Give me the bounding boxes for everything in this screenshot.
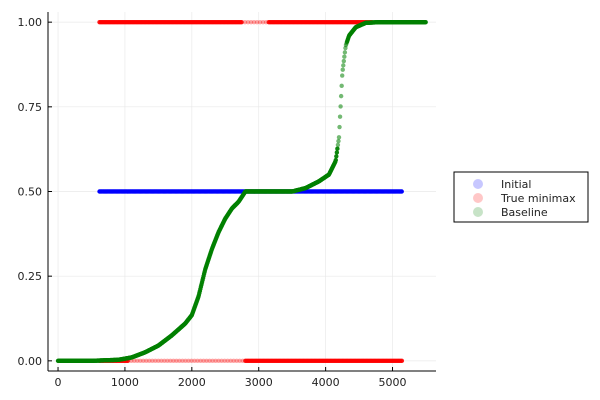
true-minimax-point	[260, 19, 266, 25]
baseline-point	[337, 124, 342, 130]
baseline-point	[340, 73, 345, 78]
true-minimax-point	[192, 358, 197, 364]
baseline-point	[336, 135, 342, 140]
true-minimax-point	[171, 358, 176, 364]
x-tick-label: 4000	[312, 376, 340, 389]
true-minimax-point	[225, 358, 230, 364]
true-minimax-point	[141, 358, 146, 364]
baseline-point	[341, 63, 346, 68]
true-minimax-point	[219, 358, 224, 364]
true-minimax-point	[216, 358, 221, 364]
legend-marker	[473, 179, 483, 189]
true-minimax-point	[180, 358, 185, 364]
true-minimax-point	[147, 358, 152, 364]
true-minimax-point	[159, 358, 164, 364]
true-minimax-point	[135, 358, 140, 364]
true-minimax-point	[156, 358, 161, 364]
true-minimax-point	[222, 358, 227, 364]
baseline-point	[336, 138, 341, 144]
true-minimax-point	[251, 19, 257, 25]
y-tick-label: 0.75	[18, 101, 43, 114]
true-minimax-point	[257, 19, 263, 25]
baseline-point	[335, 142, 341, 148]
true-minimax-point	[165, 358, 170, 364]
true-minimax-point	[162, 358, 167, 364]
true-minimax-point	[186, 358, 191, 364]
true-minimax-point	[177, 358, 182, 364]
true-minimax-point	[204, 358, 209, 364]
true-minimax-point	[150, 358, 155, 364]
series-layer	[55, 19, 428, 364]
true-minimax-point	[207, 358, 212, 364]
true-minimax-point	[228, 358, 233, 364]
true-minimax-point	[248, 19, 254, 25]
axes-layer: 0 1000 2000 3000 4000 5000 0.00 0.25 0.50 0.75 1.0…	[18, 12, 436, 389]
baseline-point	[334, 154, 339, 159]
true-minimax-point	[144, 358, 149, 364]
baseline-point	[334, 150, 340, 155]
true-minimax-point	[213, 358, 218, 364]
true-minimax-point	[237, 358, 242, 364]
y-tick-label: 0.25	[18, 270, 43, 283]
x-tick-label: 2000	[178, 376, 206, 389]
true-minimax-point	[138, 358, 143, 364]
true-minimax-point	[231, 358, 236, 364]
true-minimax-point	[239, 19, 245, 25]
legend-label: True minimax	[500, 192, 576, 205]
true-minimax-point	[210, 358, 215, 364]
baseline-point	[341, 58, 347, 64]
baseline-point	[337, 114, 343, 119]
baseline-point	[338, 93, 344, 99]
true-minimax-point	[201, 358, 206, 364]
true-minimax-point	[153, 358, 158, 364]
true-minimax-point	[168, 358, 173, 364]
baseline-point	[339, 83, 344, 89]
baseline-point	[423, 19, 428, 25]
y-tick-label: 0.50	[18, 186, 43, 199]
x-tick-label: 3000	[245, 376, 273, 389]
true-minimax-point	[132, 358, 137, 364]
baseline-point	[342, 50, 348, 55]
x-tick-label: 0	[55, 376, 62, 389]
true-minimax-point	[189, 358, 194, 364]
initial-point	[399, 189, 404, 194]
baseline-point	[333, 157, 338, 163]
true-minimax-point	[242, 19, 248, 25]
true-minimax-point	[245, 19, 251, 25]
baseline-point	[335, 146, 340, 151]
y-tick-label: 0.00	[18, 355, 43, 368]
true-minimax-point	[399, 358, 405, 364]
legend-marker	[473, 193, 483, 203]
true-minimax-point	[254, 19, 260, 25]
true-minimax-point	[198, 358, 203, 364]
baseline-point	[338, 104, 343, 109]
legend-label: Initial	[501, 178, 531, 191]
true-minimax-point	[183, 358, 188, 364]
true-minimax-point	[174, 358, 179, 364]
x-tick-label: 5000	[379, 376, 407, 389]
x-tick-label: 1000	[111, 376, 139, 389]
legend-box	[453, 171, 589, 223]
baseline-point	[340, 67, 345, 72]
legend-label: Baseline	[501, 206, 548, 219]
y-tick-label: 1.00	[18, 16, 43, 29]
true-minimax-point	[239, 19, 244, 25]
legend-marker	[473, 207, 483, 217]
true-minimax-point	[195, 358, 200, 364]
true-minimax-point	[234, 358, 239, 364]
baseline-point	[342, 54, 347, 59]
